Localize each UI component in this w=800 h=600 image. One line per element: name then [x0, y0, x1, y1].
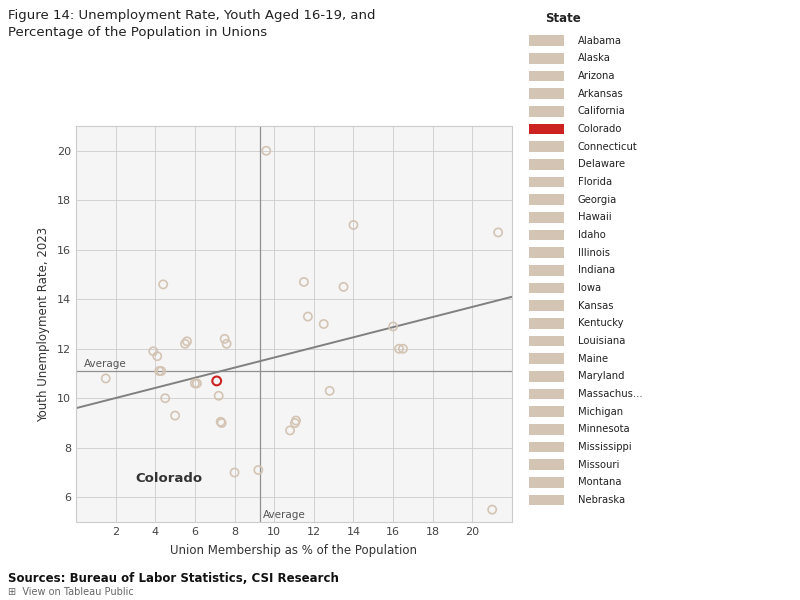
Point — [486, 505, 498, 514]
Text: Kansas: Kansas — [578, 301, 613, 311]
Text: Nebraska: Nebraska — [578, 495, 625, 505]
Point — [284, 425, 297, 435]
Text: Arkansas: Arkansas — [578, 89, 623, 98]
Text: Maine: Maine — [578, 353, 608, 364]
Point — [318, 319, 330, 329]
Point — [220, 339, 233, 349]
Point — [169, 411, 182, 421]
Text: Sources: Bureau of Labor Statistics, CSI Research: Sources: Bureau of Labor Statistics, CSI… — [8, 572, 339, 585]
Bar — [530, 53, 564, 64]
Bar — [530, 71, 564, 81]
Point — [397, 344, 410, 353]
Point — [393, 344, 406, 353]
Point — [212, 391, 225, 401]
Bar — [530, 265, 564, 275]
Bar — [530, 460, 564, 470]
Text: Figure 14: Unemployment Rate, Youth Aged 16-19, and
Percentage of the Population: Figure 14: Unemployment Rate, Youth Aged… — [8, 9, 375, 39]
Text: Iowa: Iowa — [578, 283, 601, 293]
Bar — [530, 495, 564, 505]
Text: Colorado: Colorado — [578, 124, 622, 134]
Point — [181, 337, 194, 346]
Point — [347, 220, 360, 230]
Text: Arizona: Arizona — [578, 71, 615, 81]
Point — [147, 346, 160, 356]
Point — [210, 376, 223, 386]
Text: Hawaii: Hawaii — [578, 212, 611, 222]
Text: Minnesota: Minnesota — [578, 424, 630, 434]
Text: Georgia: Georgia — [578, 194, 617, 205]
Text: Florida: Florida — [578, 177, 612, 187]
Bar — [530, 371, 564, 382]
Bar — [530, 247, 564, 258]
Text: Connecticut: Connecticut — [578, 142, 638, 152]
Point — [214, 417, 227, 427]
Bar — [530, 159, 564, 170]
Text: Idaho: Idaho — [578, 230, 606, 240]
Bar — [530, 301, 564, 311]
Text: Alaska: Alaska — [578, 53, 610, 63]
Point — [298, 277, 310, 287]
Point — [215, 418, 228, 428]
Point — [178, 339, 191, 349]
Text: Missouri: Missouri — [578, 460, 619, 470]
Point — [189, 379, 202, 388]
Text: Alabama: Alabama — [578, 35, 622, 46]
Bar — [530, 106, 564, 116]
Bar — [530, 142, 564, 152]
Bar — [530, 389, 564, 400]
Text: Mississippi: Mississippi — [578, 442, 631, 452]
Y-axis label: Youth Unemployment Rate, 2023: Youth Unemployment Rate, 2023 — [37, 226, 50, 422]
Text: Average: Average — [263, 509, 306, 520]
X-axis label: Union Membership as % of the Population: Union Membership as % of the Population — [170, 544, 418, 557]
Text: Michigan: Michigan — [578, 407, 622, 416]
Point — [99, 374, 112, 383]
Bar — [530, 35, 564, 46]
Text: Louisiana: Louisiana — [578, 336, 625, 346]
Point — [290, 416, 302, 425]
Text: California: California — [578, 106, 626, 116]
Point — [492, 227, 505, 237]
Point — [289, 418, 302, 428]
Point — [260, 146, 273, 155]
Point — [337, 282, 350, 292]
Bar — [530, 194, 564, 205]
Point — [252, 465, 265, 475]
Bar — [530, 230, 564, 240]
Point — [228, 468, 241, 478]
Text: State: State — [546, 12, 581, 25]
Point — [218, 334, 231, 344]
Bar — [530, 318, 564, 329]
Point — [386, 322, 399, 331]
Point — [153, 366, 166, 376]
Text: Montana: Montana — [578, 478, 621, 487]
Text: Indiana: Indiana — [578, 265, 614, 275]
Text: Average: Average — [84, 359, 126, 368]
Point — [323, 386, 336, 395]
Bar — [530, 176, 564, 187]
Bar — [530, 424, 564, 434]
Point — [302, 312, 314, 322]
Bar — [530, 283, 564, 293]
Bar — [530, 124, 564, 134]
Bar — [530, 406, 564, 417]
Bar — [530, 442, 564, 452]
Point — [157, 280, 170, 289]
Point — [151, 352, 164, 361]
Bar — [530, 477, 564, 488]
Point — [158, 394, 171, 403]
Bar — [530, 88, 564, 99]
Text: Illinois: Illinois — [578, 248, 610, 257]
Text: Maryland: Maryland — [578, 371, 624, 382]
Text: ⊞  View on Tableau Public: ⊞ View on Tableau Public — [8, 587, 134, 597]
Point — [190, 379, 203, 388]
Bar — [530, 336, 564, 346]
Text: Delaware: Delaware — [578, 159, 625, 169]
Point — [155, 366, 168, 376]
Text: Massachus...: Massachus... — [578, 389, 642, 399]
Bar — [530, 353, 564, 364]
Text: Kentucky: Kentucky — [578, 319, 623, 328]
Bar — [530, 212, 564, 223]
Text: Colorado: Colorado — [135, 472, 202, 485]
